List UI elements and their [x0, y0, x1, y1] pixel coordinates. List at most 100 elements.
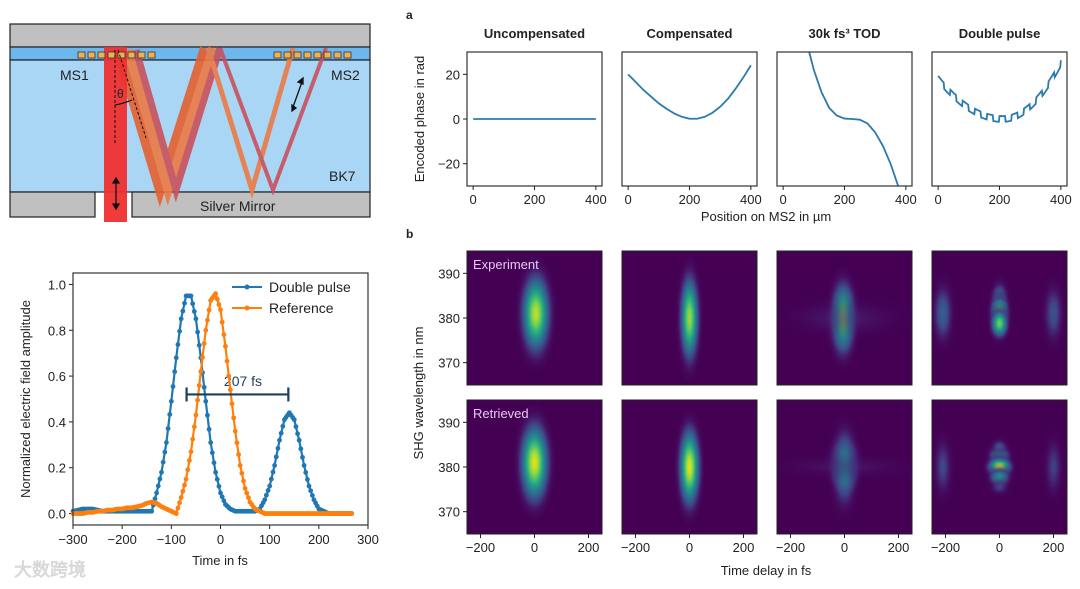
panel-a-label: a — [406, 8, 413, 22]
ms2-label: MS2 — [331, 67, 360, 83]
pulse-x-axis-label: Time in fs — [192, 553, 248, 568]
x-tick-label: 200 — [733, 540, 755, 555]
heatmap-row-label: Experiment — [473, 257, 539, 272]
metasurface-pixel — [117, 51, 126, 59]
data-point — [173, 511, 179, 516]
data-point — [246, 495, 251, 501]
x-tick-label: 200 — [578, 540, 600, 555]
heatmap-spot — [674, 408, 705, 526]
x-tick-label: 400 — [1050, 192, 1072, 207]
data-point — [152, 496, 158, 502]
y-tick-label: 1.0 — [48, 277, 66, 292]
data-point — [234, 440, 240, 446]
data-point — [213, 469, 218, 475]
metasurface-pixel — [303, 51, 312, 59]
data-point — [236, 452, 241, 457]
phase-y-axis-label: Encoded phase in rad — [412, 56, 427, 182]
metasurface-schematic: θ MS1 MS2 BK7 Silver Mirror — [9, 23, 371, 222]
heatmap-spot — [514, 255, 557, 372]
ms2-metasurface — [273, 51, 352, 59]
subplot-title: Uncompensated — [484, 26, 585, 41]
data-point — [177, 500, 182, 506]
data-point — [167, 412, 173, 417]
phase-curve — [808, 52, 900, 186]
heatmap-experiment-1 — [675, 254, 704, 382]
data-point — [265, 488, 271, 493]
data-point — [172, 369, 178, 375]
data-point — [196, 383, 202, 388]
data-point — [182, 482, 187, 488]
heatmap-experiment-3 — [932, 267, 1067, 360]
data-point — [213, 291, 218, 297]
data-point — [224, 358, 230, 364]
heatmap-spot — [986, 435, 1013, 459]
y-tick-label: 0.0 — [48, 507, 66, 522]
data-point — [295, 431, 300, 437]
pulse-y-axis-label: Normalized electric field amplitude — [18, 300, 33, 498]
x-tick-label: 200 — [308, 532, 330, 547]
x-tick-label: 200 — [834, 192, 856, 207]
data-point — [203, 398, 209, 404]
data-point — [165, 426, 171, 431]
pulse-legend: Double pulse Reference — [232, 279, 351, 316]
data-point — [308, 488, 314, 494]
data-point — [305, 477, 310, 482]
data-point — [180, 488, 186, 494]
silver-mirror-label: Silver Mirror — [200, 198, 276, 214]
data-point — [160, 459, 166, 465]
y-tick-label: 390 — [438, 266, 460, 281]
top-housing — [9, 23, 371, 48]
data-point — [164, 440, 169, 445]
heatmap-spot — [777, 449, 912, 485]
metasurface-pixel — [343, 51, 352, 59]
data-point — [218, 307, 223, 313]
y-tick-label: 370 — [438, 356, 460, 371]
heatmap-retrieved-1 — [674, 408, 705, 526]
data-point — [227, 387, 233, 393]
phase-panel: Encoded phase in rad Position on MS2 in … — [412, 26, 1072, 224]
data-point — [226, 373, 232, 379]
data-point — [270, 469, 276, 475]
pulse-chart: Normalized electric field amplitude Time… — [18, 272, 379, 568]
data-point — [203, 327, 209, 333]
x-tick-label: 200 — [989, 192, 1011, 207]
x-tick-label: 200 — [1043, 540, 1065, 555]
x-tick-label: 400 — [585, 192, 607, 207]
data-point — [190, 436, 196, 442]
data-point — [168, 398, 174, 404]
data-point — [300, 454, 305, 460]
delay-annotation-label: 207 fs — [224, 373, 262, 389]
data-point — [183, 476, 189, 482]
data-point — [241, 478, 246, 484]
data-point — [200, 355, 205, 360]
data-point — [278, 430, 284, 436]
data-point — [201, 384, 207, 390]
x-tick-label: 100 — [259, 532, 281, 547]
legend-double-pulse: Double pulse — [269, 279, 351, 295]
data-point — [206, 426, 212, 432]
phase-x-axis-label: Position on MS2 in µm — [701, 209, 831, 224]
y-tick-label: 380 — [438, 460, 460, 475]
data-point — [206, 307, 212, 313]
data-point — [157, 476, 163, 482]
x-tick-label: 0 — [996, 540, 1003, 555]
data-point — [162, 449, 168, 455]
x-tick-label: −300 — [58, 532, 87, 547]
x-tick-label: −200 — [621, 540, 650, 555]
data-point — [214, 476, 220, 482]
data-point — [219, 494, 225, 500]
data-point — [232, 428, 238, 434]
x-tick-label: 200 — [679, 192, 701, 207]
data-point — [229, 401, 235, 407]
data-point — [214, 296, 220, 302]
x-tick-label: 400 — [895, 192, 917, 207]
data-point — [303, 470, 309, 475]
data-point — [273, 454, 279, 460]
data-point — [244, 490, 250, 496]
data-point — [196, 342, 202, 348]
metasurface-pixel — [313, 51, 322, 59]
metasurface-pixel — [137, 51, 146, 59]
data-point — [221, 498, 227, 504]
y-tick-label: 370 — [438, 505, 460, 520]
bk7-label: BK7 — [329, 168, 356, 184]
